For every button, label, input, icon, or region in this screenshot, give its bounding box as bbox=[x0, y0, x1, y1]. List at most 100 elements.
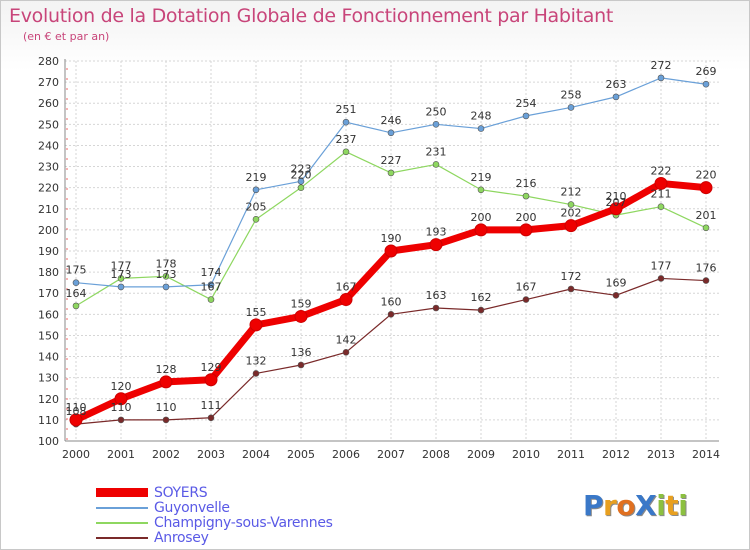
data-point bbox=[432, 304, 440, 312]
data-label: 128 bbox=[156, 363, 177, 376]
data-point bbox=[657, 74, 665, 82]
data-label: 220 bbox=[696, 169, 717, 182]
y-tick-label: 260 bbox=[38, 97, 59, 110]
data-point bbox=[387, 169, 395, 177]
data-point bbox=[117, 283, 125, 291]
data-label: 200 bbox=[516, 211, 537, 224]
data-point bbox=[159, 375, 173, 389]
y-tick-label: 270 bbox=[38, 76, 59, 89]
legend-item: Anrosey bbox=[96, 529, 333, 546]
data-label: 160 bbox=[381, 295, 402, 308]
data-label: 110 bbox=[156, 401, 177, 414]
logo-letter: t bbox=[665, 489, 679, 522]
legend: SOYERS Guyonvelle Champigny-sous-Varennes A… bbox=[96, 485, 333, 546]
data-point bbox=[297, 361, 305, 369]
data-label: 169 bbox=[606, 276, 627, 289]
data-point bbox=[699, 181, 713, 195]
data-point bbox=[294, 309, 308, 323]
data-label: 210 bbox=[606, 190, 627, 203]
data-label: 167 bbox=[516, 281, 537, 294]
x-tick-label: 2002 bbox=[152, 448, 180, 461]
data-point bbox=[567, 285, 575, 293]
data-point bbox=[207, 414, 215, 422]
data-label: 167 bbox=[336, 281, 357, 294]
data-point bbox=[297, 184, 305, 191]
data-point bbox=[249, 318, 263, 332]
data-label: 190 bbox=[381, 232, 402, 245]
data-label: 250 bbox=[426, 105, 447, 118]
data-label: 172 bbox=[561, 270, 582, 283]
data-label: 216 bbox=[516, 177, 537, 190]
data-point bbox=[522, 296, 530, 303]
data-point bbox=[477, 186, 485, 194]
data-point bbox=[432, 161, 440, 168]
data-point bbox=[117, 416, 125, 424]
data-point bbox=[162, 416, 170, 424]
y-tick-label: 200 bbox=[38, 224, 59, 237]
data-label: 212 bbox=[561, 186, 582, 199]
data-label: 132 bbox=[246, 354, 267, 367]
data-point bbox=[339, 293, 353, 307]
data-point bbox=[384, 244, 398, 258]
data-label: 219 bbox=[246, 171, 267, 184]
data-point bbox=[609, 202, 623, 216]
y-tick-label: 170 bbox=[38, 287, 59, 300]
y-tick-label: 210 bbox=[38, 203, 59, 216]
data-label: 108 bbox=[66, 405, 87, 418]
data-label: 269 bbox=[696, 65, 717, 78]
data-label: 159 bbox=[291, 297, 312, 310]
x-tick-label: 2009 bbox=[467, 448, 495, 461]
x-tick-label: 2012 bbox=[602, 448, 630, 461]
legend-label: Anrosey bbox=[154, 529, 209, 546]
data-label: 254 bbox=[516, 97, 537, 110]
data-label: 110 bbox=[111, 401, 132, 414]
x-tick-label: 2008 bbox=[422, 448, 450, 461]
y-tick-label: 190 bbox=[38, 245, 59, 258]
data-label: 164 bbox=[66, 287, 87, 300]
data-label: 120 bbox=[111, 380, 132, 393]
data-label: 251 bbox=[336, 103, 357, 116]
data-point bbox=[117, 275, 125, 282]
chart-title: Evolution de la Dotation Globale de Fonc… bbox=[9, 5, 614, 27]
logo-letter: i bbox=[678, 489, 688, 522]
x-tick-label: 2005 bbox=[287, 448, 315, 461]
logo-letter: o bbox=[616, 489, 636, 522]
x-tick-label: 2004 bbox=[242, 448, 270, 461]
y-tick-label: 110 bbox=[38, 414, 59, 427]
data-point bbox=[702, 80, 710, 88]
data-point bbox=[474, 223, 488, 237]
legend-label: Guyonvelle bbox=[154, 499, 230, 516]
data-label: 136 bbox=[291, 346, 312, 359]
data-label: 200 bbox=[471, 211, 492, 224]
data-point bbox=[252, 370, 260, 377]
y-tick-label: 130 bbox=[38, 372, 59, 385]
y-tick-label: 120 bbox=[38, 393, 59, 406]
data-label: 222 bbox=[651, 164, 672, 177]
data-label: 202 bbox=[561, 207, 582, 220]
data-point bbox=[387, 311, 395, 318]
logo-letter: P bbox=[583, 489, 604, 522]
data-label: 205 bbox=[246, 200, 267, 213]
data-point bbox=[342, 118, 350, 126]
data-point bbox=[387, 129, 395, 137]
data-label: 258 bbox=[561, 88, 582, 101]
data-point bbox=[204, 373, 218, 387]
x-tick-label: 2006 bbox=[332, 448, 360, 461]
data-label: 167 bbox=[201, 281, 222, 294]
data-point bbox=[72, 302, 80, 310]
x-tick-label: 2000 bbox=[62, 448, 90, 461]
data-label: 142 bbox=[336, 333, 357, 346]
data-label: 162 bbox=[471, 291, 492, 304]
y-tick-label: 160 bbox=[38, 308, 59, 321]
data-point bbox=[567, 201, 575, 208]
data-label: 219 bbox=[471, 171, 492, 184]
y-tick-label: 220 bbox=[38, 182, 59, 195]
x-tick-label: 2001 bbox=[107, 448, 135, 461]
data-label: 263 bbox=[606, 78, 627, 91]
logo-letter: X bbox=[635, 489, 657, 522]
legend-label: Champigny-sous-Varennes bbox=[154, 514, 333, 531]
y-tick-label: 230 bbox=[38, 161, 59, 174]
data-point bbox=[297, 178, 305, 185]
data-point bbox=[342, 148, 350, 156]
